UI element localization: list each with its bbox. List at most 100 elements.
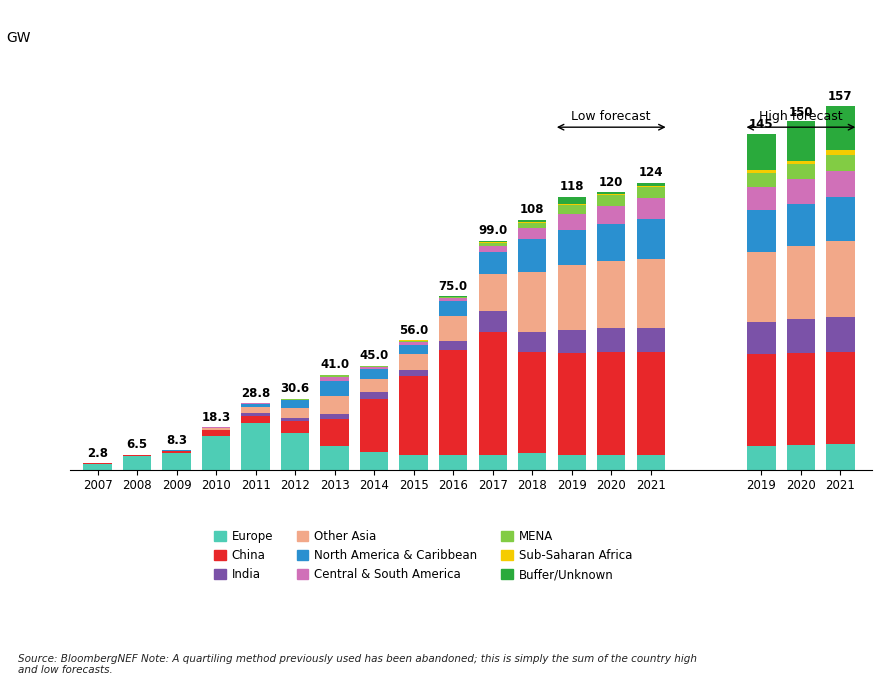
Bar (786, 179, 814, 203)
Bar (241, 417, 269, 424)
Bar (320, 414, 348, 419)
Bar (786, 445, 814, 470)
Text: High forecast: High forecast (758, 110, 842, 123)
Bar (825, 150, 853, 155)
Bar (636, 352, 664, 455)
Bar (786, 246, 814, 319)
Bar (557, 265, 586, 329)
Bar (439, 299, 467, 301)
Bar (360, 392, 388, 399)
Bar (557, 203, 586, 205)
Bar (746, 211, 774, 252)
Bar (557, 230, 586, 265)
Bar (517, 220, 546, 222)
Bar (320, 381, 348, 396)
Bar (557, 329, 586, 353)
Bar (399, 370, 427, 376)
Text: 120: 120 (598, 175, 623, 188)
Text: 30.6: 30.6 (280, 383, 309, 396)
Bar (636, 329, 664, 352)
Text: 56.0: 56.0 (399, 323, 428, 337)
Bar (746, 173, 774, 188)
Bar (202, 428, 230, 430)
Text: 157: 157 (828, 90, 851, 103)
Bar (123, 456, 152, 470)
Bar (786, 203, 814, 246)
Bar (596, 329, 625, 352)
Text: Low forecast: Low forecast (571, 110, 650, 123)
Bar (557, 214, 586, 230)
Bar (162, 451, 190, 453)
Bar (786, 161, 814, 164)
Bar (320, 396, 348, 414)
Bar (786, 121, 814, 161)
Bar (478, 455, 507, 470)
Bar (596, 196, 625, 206)
Bar (557, 205, 586, 214)
Bar (825, 241, 853, 317)
Text: 6.5: 6.5 (127, 438, 148, 451)
Bar (320, 419, 348, 447)
Bar (746, 354, 774, 447)
Bar (162, 453, 190, 470)
Bar (320, 377, 348, 381)
Bar (825, 317, 853, 352)
Bar (746, 134, 774, 170)
Bar (478, 274, 507, 311)
Bar (241, 413, 269, 417)
Bar (746, 170, 774, 173)
Bar (517, 352, 546, 454)
Bar (360, 369, 388, 379)
Bar (439, 297, 467, 299)
Bar (746, 447, 774, 470)
Bar (439, 341, 467, 351)
Bar (320, 375, 348, 377)
Text: 45.0: 45.0 (359, 349, 388, 362)
Text: 124: 124 (638, 166, 662, 179)
Bar (636, 218, 664, 259)
Bar (596, 224, 625, 261)
Bar (746, 188, 774, 211)
Bar (557, 353, 586, 455)
Bar (478, 243, 507, 246)
Bar (517, 223, 546, 228)
Bar (399, 354, 427, 370)
Bar (439, 351, 467, 455)
Bar (596, 194, 625, 196)
Bar (746, 321, 774, 354)
Bar (281, 432, 309, 470)
Text: 99.0: 99.0 (478, 224, 507, 237)
Bar (517, 272, 546, 332)
Bar (281, 421, 309, 432)
Bar (596, 455, 625, 470)
Bar (439, 296, 467, 297)
Bar (241, 407, 269, 413)
Bar (517, 454, 546, 470)
Bar (517, 228, 546, 239)
Bar (596, 206, 625, 224)
Bar (517, 239, 546, 272)
Bar (825, 171, 853, 196)
Text: 2.8: 2.8 (87, 447, 108, 460)
Text: 28.8: 28.8 (241, 387, 270, 400)
Bar (202, 436, 230, 470)
Text: 145: 145 (748, 118, 773, 131)
Bar (786, 353, 814, 445)
Bar (596, 192, 625, 194)
Bar (439, 316, 467, 341)
Text: 8.3: 8.3 (166, 434, 187, 447)
Bar (281, 409, 309, 417)
Bar (517, 332, 546, 352)
Bar (320, 447, 348, 470)
Bar (825, 444, 853, 470)
Bar (360, 367, 388, 369)
Bar (478, 252, 507, 274)
Text: 150: 150 (788, 106, 812, 119)
Bar (360, 366, 388, 367)
Bar (636, 188, 664, 198)
Bar (439, 455, 467, 470)
Text: 41.0: 41.0 (320, 358, 349, 371)
Bar (825, 352, 853, 444)
Bar (399, 344, 427, 354)
Text: 18.3: 18.3 (201, 411, 230, 424)
